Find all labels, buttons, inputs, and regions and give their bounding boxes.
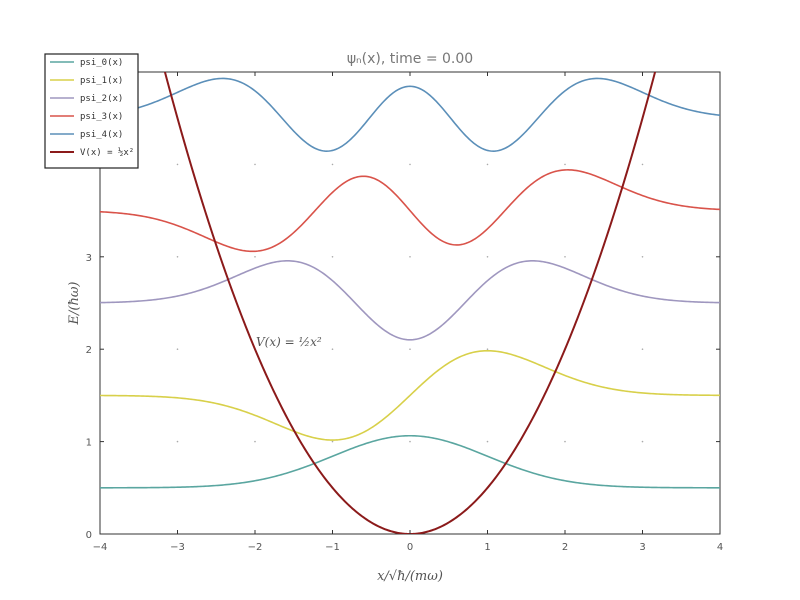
- grid-dot: [176, 348, 179, 351]
- grid-dot: [641, 255, 644, 258]
- grid-dot: [409, 255, 411, 258]
- grid-dot: [486, 255, 489, 258]
- y-tick-label: 0: [86, 530, 92, 541]
- plot-curves: [100, 72, 720, 534]
- grid-dot: [176, 163, 179, 166]
- x-tick-label: −1: [325, 542, 340, 553]
- legend: psi_0(x) psi_1(x) psi_2(x) psi_3(x) psi_4(x)…: [44, 53, 139, 169]
- grid-dot: [331, 440, 334, 443]
- x-tick-label: −2: [248, 542, 263, 553]
- grid-dot: [331, 163, 334, 166]
- grid-dot: [564, 163, 566, 166]
- grid-dot: [409, 440, 411, 443]
- x-tick-label: 4: [717, 542, 723, 553]
- grid-dot: [176, 440, 179, 443]
- potential-annotation: V(x) = ½x²: [256, 335, 322, 349]
- psi-4-curve: [100, 77, 720, 152]
- legend-box: [44, 53, 139, 169]
- grid-dot: [176, 255, 179, 258]
- x-tick-label: 1: [484, 542, 490, 553]
- psi-1-curve: [100, 349, 720, 441]
- grid-dot: [641, 163, 644, 166]
- legend-label: psi_2(x): [80, 94, 123, 104]
- grid-points: [176, 163, 644, 443]
- y-tick-label: 1: [86, 438, 92, 449]
- legend-label: psi_1(x): [80, 76, 123, 86]
- x-tick-label: 2: [562, 542, 568, 553]
- y-axis-label: E/(ħω): [67, 282, 82, 326]
- legend-label: psi_3(x): [80, 112, 123, 122]
- legend-label: V(x) = ½x²: [80, 147, 134, 158]
- grid-dot: [486, 440, 489, 443]
- y-tick-label: 2: [86, 345, 92, 356]
- psi-2-curve: [100, 260, 720, 341]
- grid-dot: [254, 440, 256, 443]
- psi-0-curve: [100, 434, 720, 489]
- grid-dot: [409, 348, 411, 351]
- y-tick-label: 3: [86, 253, 92, 264]
- grid-dot: [486, 163, 489, 166]
- x-axis-label: x/√ħ/(mω): [377, 569, 443, 584]
- grid-dot: [641, 348, 644, 351]
- plot-frame: [99, 71, 721, 535]
- grid-dot: [641, 440, 644, 443]
- grid-dot: [486, 348, 489, 351]
- x-tick-label: 3: [639, 542, 645, 553]
- x-axis-ticks: −4 −3 −2 −1 0 1 2 3 4: [93, 72, 723, 553]
- grid-dot: [409, 163, 411, 166]
- chart-title: ψₙ(x), time = 0.00: [347, 51, 473, 67]
- legend-label: psi_4(x): [80, 130, 123, 140]
- legend-label: psi_0(x): [80, 58, 123, 68]
- grid-dot: [564, 440, 566, 443]
- grid-dot: [331, 255, 334, 258]
- y-axis-ticks: 0 1 2 3: [86, 253, 720, 541]
- grid-dot: [331, 348, 334, 351]
- potential-curve: [163, 72, 657, 534]
- x-tick-label: 0: [407, 542, 413, 553]
- x-tick-label: −3: [170, 542, 185, 553]
- grid-dot: [254, 163, 256, 166]
- x-tick-label: −4: [93, 542, 108, 553]
- grid-dot: [564, 255, 566, 258]
- grid-dot: [254, 255, 256, 258]
- psi-3-curve: [100, 169, 720, 253]
